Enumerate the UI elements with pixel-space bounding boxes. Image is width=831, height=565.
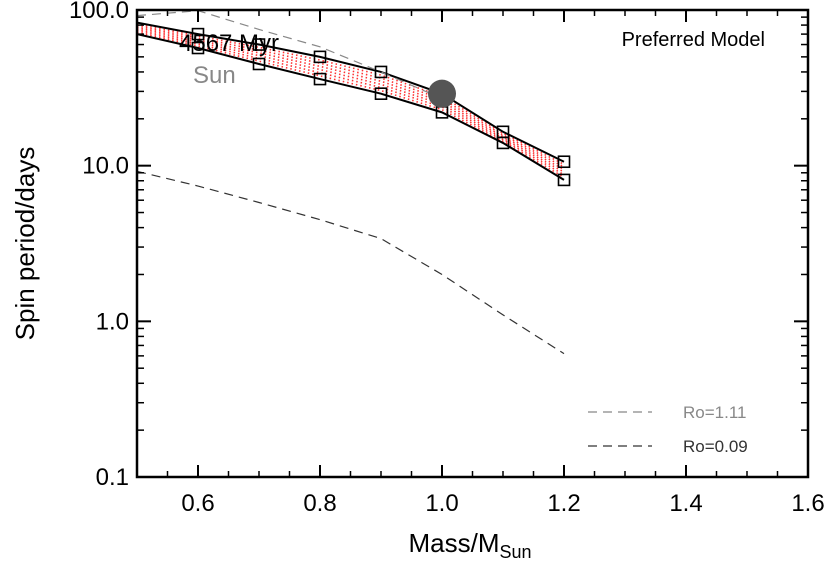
x-tick-label: 0.8 xyxy=(303,490,336,517)
upper-track-marker xyxy=(374,65,388,79)
legend-label-ro-0-09: Ro=0.09 xyxy=(683,437,748,456)
band-lower-track xyxy=(137,33,565,181)
axis-ticks xyxy=(137,9,809,478)
band-hatch-line xyxy=(137,28,565,173)
y-axis-label: Spin period/days xyxy=(10,147,40,341)
lower-track-marker xyxy=(252,57,266,71)
lower-track-marker xyxy=(191,41,205,55)
band-hatch-line xyxy=(137,26,565,171)
band-hatch-line xyxy=(137,25,565,168)
rossby-curves xyxy=(137,10,565,355)
sun-label: Sun xyxy=(193,62,236,89)
x-tick-label: 1.0 xyxy=(425,490,458,517)
band-upper-track xyxy=(137,21,565,163)
x-axis-label-main: Mass/M xyxy=(408,528,499,558)
y-tick-label: 0.1 xyxy=(96,464,129,491)
y-tick-label: 100.0 xyxy=(69,0,129,24)
series-line-ro-0-09 xyxy=(137,170,565,355)
x-axis-label: Mass/MSun xyxy=(408,528,531,562)
band-hatch-line xyxy=(137,30,565,176)
lower-track-marker xyxy=(313,72,327,86)
series-line-ro-1-11 xyxy=(137,10,443,100)
y-tick-label: 10.0 xyxy=(82,153,129,180)
legend: Ro=1.11 Ro=0.09 xyxy=(588,403,748,456)
x-tick-label: 1.2 xyxy=(547,490,580,517)
x-tick-label: 1.4 xyxy=(669,490,702,517)
age-label: 4567 Myr xyxy=(179,30,279,57)
band-hatch-line xyxy=(137,23,565,166)
legend-label-ro-1-11: Ro=1.11 xyxy=(683,403,746,422)
tick-labels: 0.6 0.8 1.0 1.2 1.4 1.6 0.1 1.0 10.0 100.0 xyxy=(69,0,825,517)
model-label: Preferred Model xyxy=(622,29,765,51)
upper-track-marker xyxy=(557,155,571,169)
band-hatch-line xyxy=(137,31,565,179)
lower-track-marker xyxy=(496,136,510,150)
x-axis-label-subscript: Sun xyxy=(499,542,531,562)
lower-track-marker xyxy=(557,173,571,187)
x-tick-label: 0.6 xyxy=(181,490,214,517)
x-tick-label: 1.6 xyxy=(791,490,824,517)
preferred-model-band xyxy=(137,21,565,181)
model-markers xyxy=(191,27,571,187)
upper-track-marker xyxy=(252,38,266,51)
y-tick-label: 1.0 xyxy=(96,308,129,335)
upper-track-marker xyxy=(313,50,327,64)
sun-point xyxy=(428,79,456,108)
upper-track-marker xyxy=(191,27,205,41)
lower-track-marker xyxy=(374,87,388,100)
